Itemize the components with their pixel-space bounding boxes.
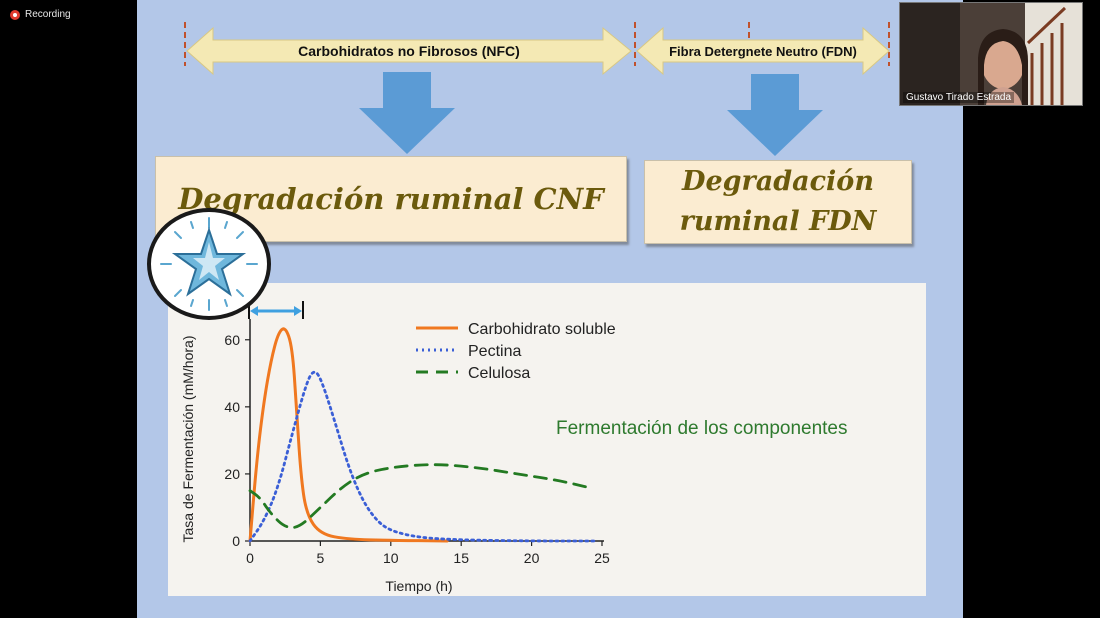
x-axis-label: Tiempo (h) xyxy=(385,578,452,594)
y-tick-label: 60 xyxy=(224,332,240,348)
star-icon xyxy=(160,217,258,311)
panel-degradacion-fdn: Degradación ruminal FDN xyxy=(644,160,912,244)
arrow-nfc-label: Carbohidratos no Fibrosos (NFC) xyxy=(298,43,520,59)
series-line-celulosa xyxy=(248,463,590,529)
legend-label: Celulosa xyxy=(468,365,530,382)
participant-name: Gustavo Tirado Estrada xyxy=(903,92,1015,103)
y-axis-label: Tasa de Fermentación (mM/hora) xyxy=(180,336,196,543)
legend-label: Pectina xyxy=(468,343,521,360)
panel-fdn-line1: Degradación xyxy=(682,166,874,197)
x-tick-label: 25 xyxy=(594,550,610,566)
recording-indicator: Recording xyxy=(10,9,71,20)
legend-label: Carbohidrato soluble xyxy=(468,321,616,338)
participant-video xyxy=(900,3,1082,105)
star-logo xyxy=(147,208,271,320)
arrow-nfc xyxy=(184,22,632,76)
chart-axes: 0 5 10 15 20 25 0 20 40 60 xyxy=(224,319,610,566)
x-tick-label: 15 xyxy=(453,550,469,566)
y-tick-label: 40 xyxy=(224,399,240,415)
chart-title: Fermentación de los componentes xyxy=(556,418,848,439)
x-tick-label: 20 xyxy=(524,550,540,566)
y-tick-label: 20 xyxy=(224,466,240,482)
y-tick-label: 0 xyxy=(232,533,240,549)
down-arrow-nfc xyxy=(359,72,455,154)
x-tick-label: 10 xyxy=(383,550,399,566)
panel-cnf-text: Degradación ruminal CNF xyxy=(178,182,604,216)
arrow-fdn xyxy=(634,22,890,76)
fermentation-chart-panel: 0 5 10 15 20 25 0 20 40 60 Carbohidrato soluble Pe… xyxy=(168,283,926,596)
recording-label: Recording xyxy=(25,9,71,20)
chart-series xyxy=(248,327,597,543)
chart-legend: Carbohidrato soluble Pectina Celulosa xyxy=(416,321,616,382)
series-line-carbohidrato-soluble xyxy=(248,327,449,543)
x-tick-label: 5 xyxy=(317,550,325,566)
record-icon xyxy=(10,9,20,20)
fermentation-chart: 0 5 10 15 20 25 0 20 40 60 Carbohidrato soluble Pe… xyxy=(180,301,848,594)
participant-video-tile[interactable]: Gustavo Tirado Estrada xyxy=(899,2,1083,106)
series-line-pectina xyxy=(248,370,597,543)
down-arrow-fdn xyxy=(727,74,823,156)
x-tick-label: 0 xyxy=(246,550,254,566)
arrow-fdn-label: Fibra Detergnete Neutro (FDN) xyxy=(669,44,857,59)
panel-fdn-line2: ruminal FDN xyxy=(679,206,877,237)
